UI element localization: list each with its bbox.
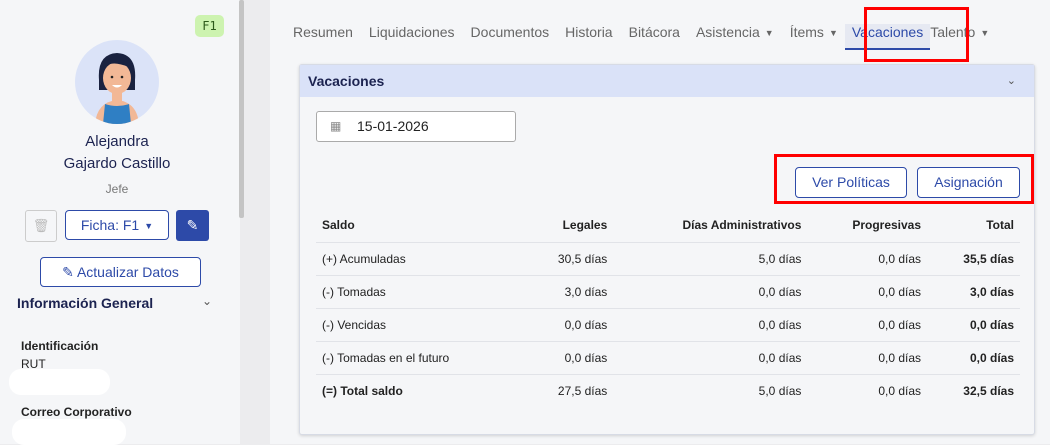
table-cell: 0,0 días — [807, 274, 928, 308]
balance-table: Saldo Legales Días Administrativos Progresi… — [316, 209, 1020, 407]
redacted-value — [12, 419, 126, 445]
vacations-card: Vacaciones ⌄ ▦ 15-01-2026 Ver Políticas As… — [299, 64, 1035, 435]
tab-vacaciones[interactable]: Vacaciones — [844, 24, 931, 50]
avatar — [75, 40, 159, 124]
tab-bitacora[interactable]: Bitácora — [628, 24, 680, 40]
caret-down-icon: ▼ — [144, 221, 154, 231]
card-header[interactable]: Vacaciones ⌄ — [300, 65, 1034, 97]
table-cell: (-) Tomadas en el futuro — [316, 340, 523, 374]
table-cell: (-) Tomadas — [316, 274, 523, 308]
column-header: Progresivas — [852, 218, 922, 233]
table-cell: 0,0 días — [522, 340, 614, 374]
table-cell: 0,0 días — [807, 373, 928, 407]
column-header: Días Administrativos — [682, 218, 802, 233]
section-title: Información General — [17, 295, 154, 311]
redacted-value — [9, 369, 110, 395]
update-data-button[interactable]: ✎ Actualizar Datos — [40, 257, 201, 287]
table-cell: (+) Acumuladas — [316, 241, 523, 275]
table-cell: (=) Total saldo — [316, 373, 523, 407]
table-cell: 5,0 días — [613, 373, 808, 407]
tab-asistencia[interactable]: Asistencia ▼ — [695, 24, 774, 40]
table-cell: 0,0 días — [613, 340, 808, 374]
table-row: (+) Acumuladas 30,5 días 5,0 días 0,0 días 3… — [316, 241, 1020, 275]
table-cell: 5,0 días — [613, 241, 808, 275]
table-cell: 0,0 días — [927, 307, 1020, 341]
date-input[interactable]: ▦ 15-01-2026 — [316, 111, 516, 142]
caret-down-icon: ▼ — [828, 28, 838, 38]
chevron-down-icon[interactable]: ⌄ — [202, 294, 213, 308]
table-cell: 32,5 días — [927, 373, 1020, 407]
field-sublabel: RUT — [21, 357, 46, 371]
caret-down-icon: ▼ — [980, 28, 990, 38]
delete-button[interactable]: 🗑 — [25, 210, 57, 242]
table-row: (=) Total saldo 27,5 días 5,0 días 0,0 días… — [316, 373, 1020, 407]
table-cell: 3,0 días — [927, 274, 1020, 308]
tab-items[interactable]: Ítems ▼ — [789, 24, 838, 40]
tab-talento[interactable]: Talento ▼ — [930, 24, 990, 40]
assignment-button[interactable]: Asignación — [917, 167, 1020, 198]
column-header: Total — [986, 218, 1014, 233]
highlight-box — [864, 7, 969, 62]
table-row: (-) Tomadas en el futuro 0,0 días 0,0 días… — [316, 340, 1020, 374]
tab-documentos[interactable]: Documentos — [470, 24, 550, 40]
trash-icon: 🗑 — [32, 218, 50, 233]
tab-bar: Resumen Liquidaciones Documentos Histori… — [293, 24, 1005, 50]
table-cell: 0,0 días — [613, 274, 808, 308]
field-label: Correo Corporativo — [21, 405, 132, 419]
employee-role: Jefe — [105, 182, 129, 196]
table-cell: 30,5 días — [522, 241, 614, 275]
scrollbar[interactable] — [239, 0, 244, 218]
ficha-badge: F1 — [195, 15, 224, 37]
table-cell: 27,5 días — [522, 373, 614, 407]
ficha-dropdown[interactable]: Ficha: F1 ▼ — [65, 210, 169, 240]
table-cell: 0,0 días — [807, 340, 928, 374]
table-cell: 35,5 días — [927, 241, 1020, 275]
table-cell: 0,0 días — [613, 307, 808, 341]
table-cell: 0,0 días — [807, 241, 928, 275]
table-row: (-) Tomadas 3,0 días 0,0 días 0,0 días 3,0 d… — [316, 274, 1020, 308]
column-header: Legales — [562, 218, 608, 233]
table-cell: 3,0 días — [522, 274, 614, 308]
tab-historia[interactable]: Historia — [565, 24, 613, 40]
table-row: (-) Vencidas 0,0 días 0,0 días 0,0 días 0,0 … — [316, 307, 1020, 341]
table-cell: 0,0 días — [807, 307, 928, 341]
table-cell: 0,0 días — [522, 307, 614, 341]
view-policies-button[interactable]: Ver Políticas — [795, 167, 907, 198]
pencil-icon: ✎ — [186, 217, 199, 233]
pencil-icon: ✎ — [62, 264, 74, 280]
field-label: Identificación — [21, 339, 99, 353]
calendar-icon: ▦ — [330, 119, 342, 133]
chevron-down-icon[interactable]: ⌄ — [1006, 75, 1016, 87]
column-header: Saldo — [322, 218, 355, 233]
sidebar: F1 Alejandra Gajardo Castillo Jefe 🗑 Fich… — [0, 0, 240, 445]
highlight-box — [774, 154, 1034, 204]
table-cell: (-) Vencidas — [316, 307, 523, 341]
employee-name: Alejandra Gajardo Castillo — [63, 133, 171, 172]
caret-down-icon: ▼ — [764, 28, 774, 38]
table-cell: 0,0 días — [927, 340, 1020, 374]
tab-resumen[interactable]: Resumen — [293, 24, 353, 40]
edit-button[interactable]: ✎ — [176, 210, 209, 241]
tab-liquidaciones[interactable]: Liquidaciones — [368, 24, 455, 40]
